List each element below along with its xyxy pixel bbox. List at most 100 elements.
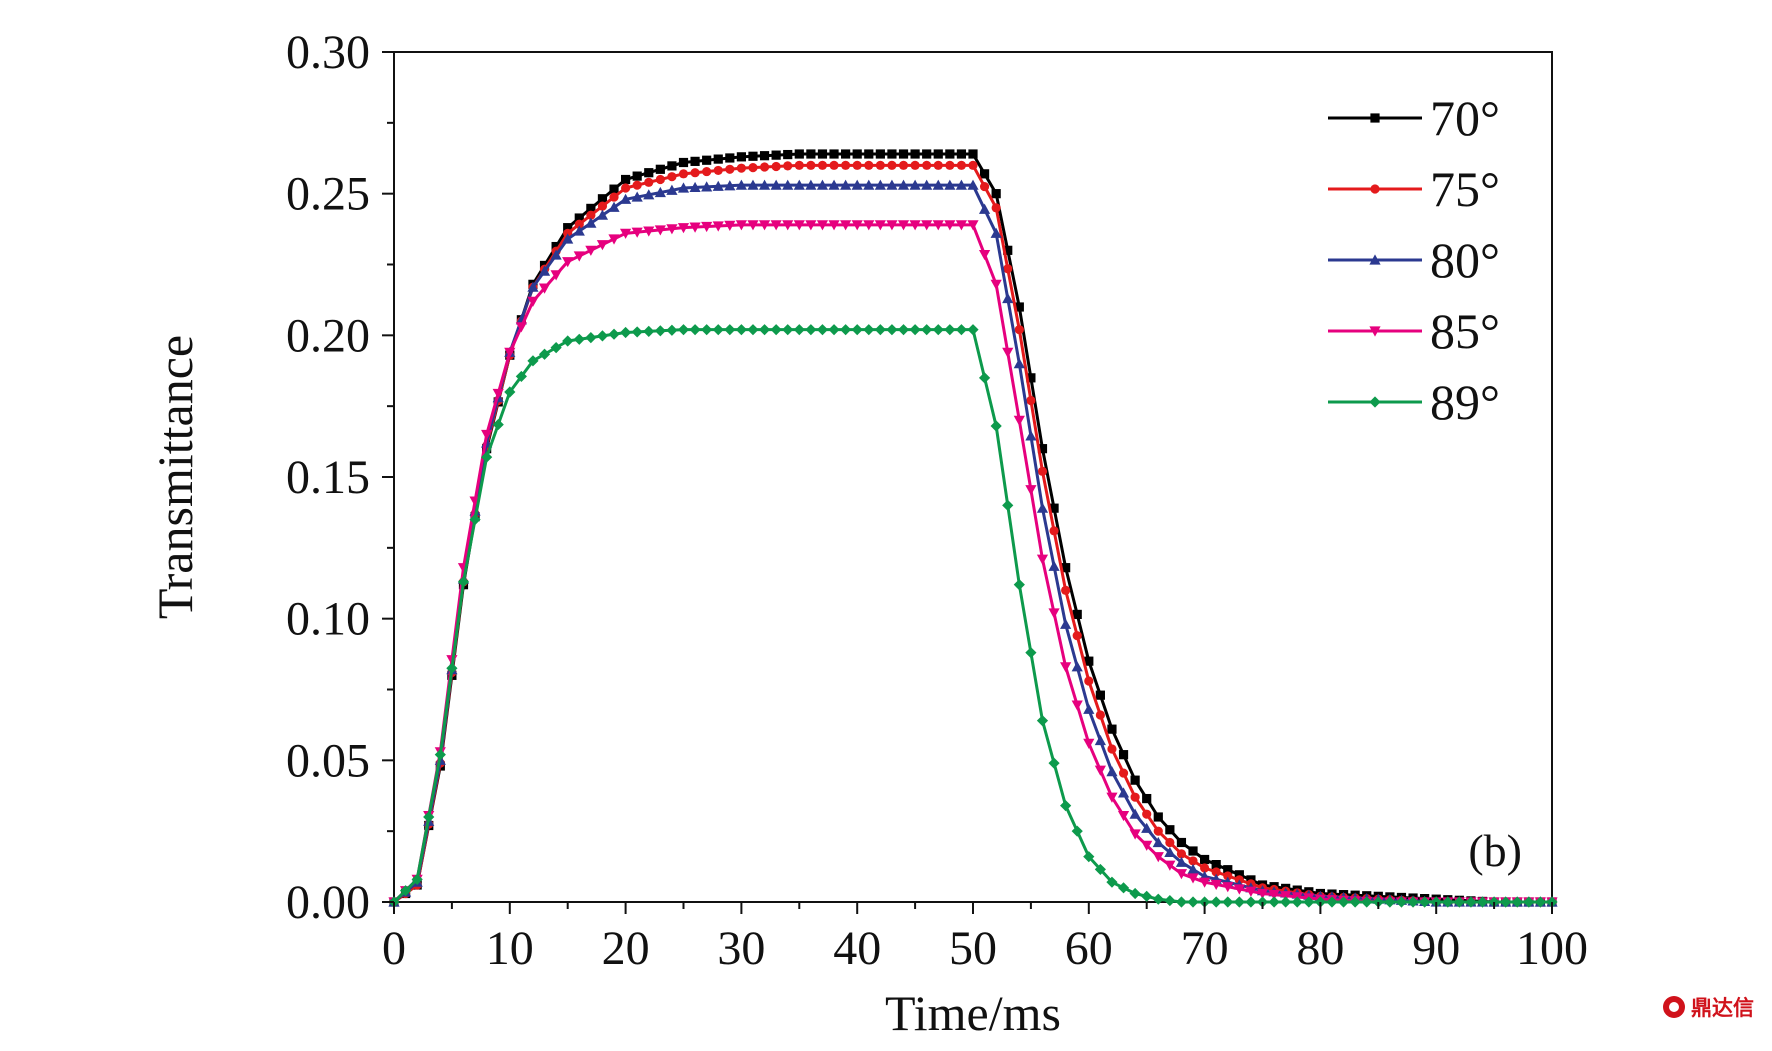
series-4-point bbox=[1500, 896, 1512, 908]
legend-label: 89° bbox=[1430, 374, 1500, 430]
series-0-point bbox=[1130, 775, 1140, 785]
series-1-point bbox=[655, 174, 665, 185]
series-2-point bbox=[793, 179, 805, 190]
series-0-point bbox=[922, 149, 932, 159]
series-3-point bbox=[1199, 877, 1211, 888]
series-0-point bbox=[1176, 837, 1187, 848]
series-3-point bbox=[897, 220, 910, 231]
series-4-point bbox=[747, 324, 759, 336]
series-1-point bbox=[829, 160, 839, 170]
series-4-point bbox=[1303, 896, 1315, 908]
series-3-point bbox=[851, 220, 863, 231]
series-4-point bbox=[654, 325, 666, 337]
series-0-point bbox=[609, 184, 619, 194]
series-2-point bbox=[701, 181, 713, 192]
series-3-point bbox=[481, 429, 493, 441]
series-0-point bbox=[956, 149, 967, 159]
series-1-point bbox=[1153, 826, 1163, 836]
series-3-point bbox=[1048, 608, 1060, 619]
series-0-point bbox=[667, 161, 677, 171]
series-2-point bbox=[978, 203, 991, 214]
series-1-point bbox=[783, 161, 793, 171]
series-0-point bbox=[933, 149, 943, 159]
series-3-point bbox=[1129, 829, 1141, 840]
series-4-point bbox=[596, 330, 609, 342]
series-4-point bbox=[1245, 896, 1257, 908]
series-1-point bbox=[852, 160, 862, 170]
series-3-point bbox=[1222, 882, 1234, 893]
series-3-point bbox=[932, 220, 944, 231]
series-0-point bbox=[979, 169, 990, 179]
x-axis-label: Time/ms bbox=[885, 985, 1061, 1041]
series-4-point bbox=[689, 324, 701, 336]
series-0-point bbox=[1026, 373, 1036, 383]
series-1-point bbox=[1003, 264, 1013, 274]
series-3-point bbox=[712, 221, 724, 232]
series-4-point bbox=[446, 662, 458, 674]
series-3-point bbox=[863, 220, 875, 231]
series-2-point bbox=[596, 209, 609, 220]
series-3-point bbox=[1268, 890, 1280, 901]
series-line-4 bbox=[392, 328, 1554, 904]
series-3-point bbox=[677, 223, 690, 234]
series-0-point bbox=[1003, 245, 1013, 255]
series-4-point bbox=[504, 386, 516, 398]
series-2-point bbox=[562, 233, 574, 244]
series-3-point bbox=[978, 249, 991, 261]
series-3-point bbox=[596, 240, 609, 251]
series-3-point bbox=[967, 220, 979, 231]
series-4-point bbox=[631, 326, 643, 338]
series-0-point bbox=[1037, 444, 1048, 454]
series-2-point bbox=[863, 179, 875, 190]
series-4-point bbox=[932, 324, 944, 336]
series-4-point bbox=[944, 324, 956, 336]
series-1-point bbox=[1176, 849, 1187, 859]
series-3-point bbox=[701, 221, 713, 233]
series-0-point bbox=[690, 156, 700, 166]
series-0-point bbox=[1084, 656, 1094, 666]
series-1-point bbox=[621, 183, 631, 193]
series-2-point bbox=[932, 179, 944, 190]
series-0-point bbox=[1061, 563, 1071, 573]
series-2-point bbox=[1071, 661, 1083, 672]
series-3-point bbox=[1187, 873, 1199, 884]
series-3-point bbox=[1013, 415, 1025, 426]
series-2-point bbox=[573, 225, 585, 236]
x-tick-label: 30 bbox=[717, 922, 765, 975]
series-2-point bbox=[828, 179, 840, 190]
series-3-point bbox=[782, 220, 794, 231]
series-2-point bbox=[851, 179, 863, 190]
series-0-point bbox=[1014, 302, 1024, 312]
series-1-point bbox=[678, 169, 689, 179]
series-1-point bbox=[864, 160, 874, 170]
series-4-point bbox=[457, 576, 470, 588]
series-4-point bbox=[515, 370, 527, 383]
series-4-point bbox=[1419, 896, 1431, 908]
series-3-point bbox=[805, 220, 817, 231]
series-1-point bbox=[1142, 809, 1152, 819]
series-2-point bbox=[955, 179, 968, 190]
series-4-point bbox=[643, 325, 655, 337]
series-3-point bbox=[1233, 884, 1245, 895]
series-0-point bbox=[864, 149, 874, 159]
series-3-point bbox=[840, 220, 852, 231]
series-4-point bbox=[735, 324, 747, 336]
series-4-point bbox=[955, 324, 968, 336]
y-tick-label: 0.00 bbox=[286, 876, 370, 929]
series-2-point bbox=[770, 179, 782, 190]
series-1-point bbox=[841, 160, 851, 170]
series-1-point bbox=[771, 161, 781, 172]
series-4-point bbox=[828, 324, 840, 336]
series-3-point bbox=[1060, 662, 1072, 673]
series-4-point bbox=[573, 333, 585, 345]
series-2-point bbox=[1117, 787, 1130, 798]
watermark: 鼎达信 bbox=[1663, 992, 1754, 1022]
series-1-point bbox=[1118, 768, 1129, 778]
series-1-point bbox=[1107, 744, 1117, 754]
series-4-point bbox=[1141, 890, 1153, 902]
series-0-point bbox=[875, 149, 885, 159]
series-2-point bbox=[782, 179, 794, 190]
series-1-point bbox=[945, 160, 955, 170]
series-3-point bbox=[631, 227, 643, 238]
series-3-point bbox=[654, 225, 666, 236]
